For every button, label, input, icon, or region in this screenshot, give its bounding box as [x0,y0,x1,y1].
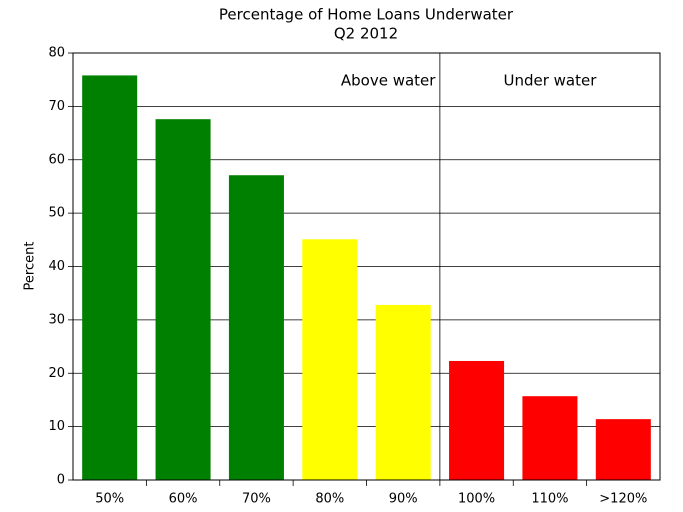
y-tick-label: 50 [48,206,65,221]
bar [228,175,284,480]
bar [302,239,358,480]
x-tick-label: 90% [389,492,418,507]
annotation: Above water [341,72,436,90]
x-tick-label: >120% [599,492,647,507]
x-tick-label: 80% [315,492,344,507]
annotation: Under water [503,72,597,90]
y-tick-label: 60 [48,152,65,167]
bar [449,360,505,480]
y-tick-label: 70 [48,99,65,114]
y-axis-label: Percent [23,242,38,291]
x-tick-label: 110% [531,492,568,507]
bar [82,75,138,480]
bar [375,304,431,480]
y-tick-label: 20 [48,366,65,381]
plot-frame [72,52,661,481]
y-tick-label: 10 [48,419,65,434]
y-tick-label: 40 [48,259,65,274]
x-tick-label: 50% [95,492,124,507]
x-tick-label: 60% [169,492,198,507]
bar [155,119,211,480]
x-tick-label: 100% [458,492,495,507]
y-tick-label: 30 [48,312,65,327]
x-tick-label: 70% [242,492,271,507]
bar [595,419,651,480]
chart-subtitle: Q2 2012 [334,25,398,43]
bar [522,396,578,480]
y-tick-label: 0 [57,473,65,488]
chart-title: Percentage of Home Loans Underwater [219,6,514,24]
y-tick-label: 80 [48,46,65,61]
